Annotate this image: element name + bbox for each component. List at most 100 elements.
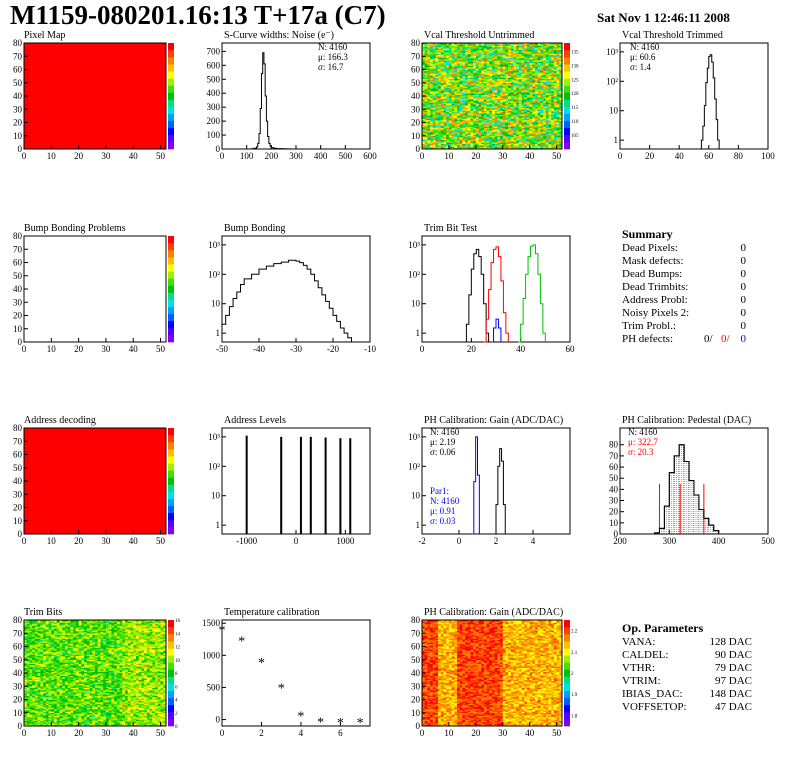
summary-row-label: Address Probl: [622,294,688,306]
stats-line: N: 4160 [630,42,660,52]
plot-frame [619,42,769,150]
stats-line-blue: μ: 0.91 [430,506,455,516]
x-tick-label: 200 [613,536,627,546]
x-tick-label: 40 [525,151,535,161]
op-param-row-value: 97 DAC [715,675,752,687]
color-palette [168,43,174,150]
op-param-row-value: 148 DAC [709,688,752,700]
panel-title: Pixel Map [24,30,65,41]
x-tick-label: -40 [253,344,265,354]
x-tick-label: 30 [101,728,111,738]
y-tick-label: 20 [13,311,23,321]
heatmap-fill [24,428,166,534]
y-tick-label: 0 [416,721,421,731]
y-tick-label: 40 [13,668,23,678]
y-tick-label: 40 [609,484,619,494]
z-tick-label: 125 [571,78,579,83]
y-tick-label: 50 [13,271,23,281]
z-tick-label: 135 [571,50,579,55]
y-tick-label: 0 [216,715,221,725]
y-tick-label: 20 [411,118,421,128]
x-tick-label: 2 [494,536,499,546]
op-param-row-label: VOFFSETOP: [622,701,687,713]
summary-title: Summary [622,227,673,241]
panel-title: PH Calibration: Pedestal (DAC) [622,415,751,426]
panel-trim-bits: Trim Bits 0 10 20 30 40 50 0 10 20 30 40 50 60 70 80 0 2 4… [13,607,181,738]
panel-title: S-Curve widths: Noise (e⁻) [224,30,334,41]
y-tick-label: 100 [207,130,221,140]
y-tick-label: 500 [207,74,221,84]
x-tick-label: 40 [129,728,139,738]
z-tick-label: 105 [571,134,579,139]
y-tick-label: 20 [13,695,23,705]
y-tick-label: 80 [13,231,23,241]
heatmap-cells [422,620,563,727]
bar [349,438,352,534]
data-point: * [238,635,245,650]
y-tick-label: 70 [609,451,619,461]
panel-title: Trim Bit Test [424,223,477,234]
x-tick-label: 50 [552,151,562,161]
timestamp: Sat Nov 1 12:46:11 2008 [597,10,730,25]
op-param-row-value: 128 DAC [709,636,752,648]
x-tick-label: 4 [531,536,536,546]
x-tick-label: 0 [420,344,425,354]
z-tick-label: 10 [175,659,181,664]
y-tick-label: 70 [411,51,421,61]
z-tick-label: 16 [175,619,181,624]
summary-row-value: 0 [740,281,747,293]
summary-row-value: 0 [740,255,747,267]
ph-defects-black: 0/ [704,333,713,345]
z-tick-label: 2.2 [571,630,578,635]
y-tick-label: 30 [411,681,421,691]
y-tick-label: 10² [208,461,220,471]
y-tick-label: 1 [416,328,421,338]
stats-line: N: 4160 [430,427,460,437]
x-tick-label: -20 [327,344,339,354]
x-tick-label: 30 [498,151,508,161]
color-palette [564,43,570,150]
z-tick-label: 6 [175,685,178,690]
panel-title: Bump Bonding [224,223,285,234]
summary-row-value: 0 [740,242,747,254]
x-tick-label: 100 [240,151,254,161]
y-tick-label: 30 [411,104,421,114]
data-point: * [317,716,324,731]
y-tick-label: 0 [18,529,23,539]
y-tick-label: 70 [411,628,421,638]
stats-line: μ: 2.19 [430,437,456,447]
x-tick-label: 0 [22,728,27,738]
y-tick-label: 500 [207,682,221,692]
panel-title: Address decoding [24,415,96,426]
x-tick-label: 500 [339,151,353,161]
series-line [246,52,292,150]
bar [339,438,342,534]
y-tick-label: 70 [13,244,23,254]
y-tick-label: 10 [13,516,23,526]
op-param-row: CALDEL: 90 DAC [622,649,752,662]
z-tick-label: 8 [175,672,178,677]
z-tick-label: 0 [175,725,178,730]
x-tick-label: 20 [74,728,84,738]
panel-title: Trim Bits [24,607,62,618]
x-tick-label: 400 [712,536,726,546]
y-tick-label: 30 [13,681,23,691]
x-tick-label: 200 [265,151,279,161]
y-tick-label: 80 [13,423,23,433]
op-param-row: IBIAS_DAC: 148 DAC [622,688,752,701]
summary-row: Mask defects: 0 [622,255,746,268]
op-param-row: VANA: 128 DAC [622,636,752,649]
x-tick-label: 300 [663,536,677,546]
z-tick-label: 14 [175,632,181,637]
data-point: * [219,624,226,639]
y-tick-label: 10² [208,269,220,279]
bar [280,436,283,534]
y-tick-label: 20 [609,507,619,517]
stats-line-blue: N: 4160 [430,496,460,506]
y-tick-label: 60 [411,642,421,652]
stats-line: μ: 60.6 [630,52,656,62]
y-tick-label: 0 [416,144,421,154]
op-param-row-value: 47 DAC [715,701,752,713]
x-tick-label: 60 [566,344,576,354]
